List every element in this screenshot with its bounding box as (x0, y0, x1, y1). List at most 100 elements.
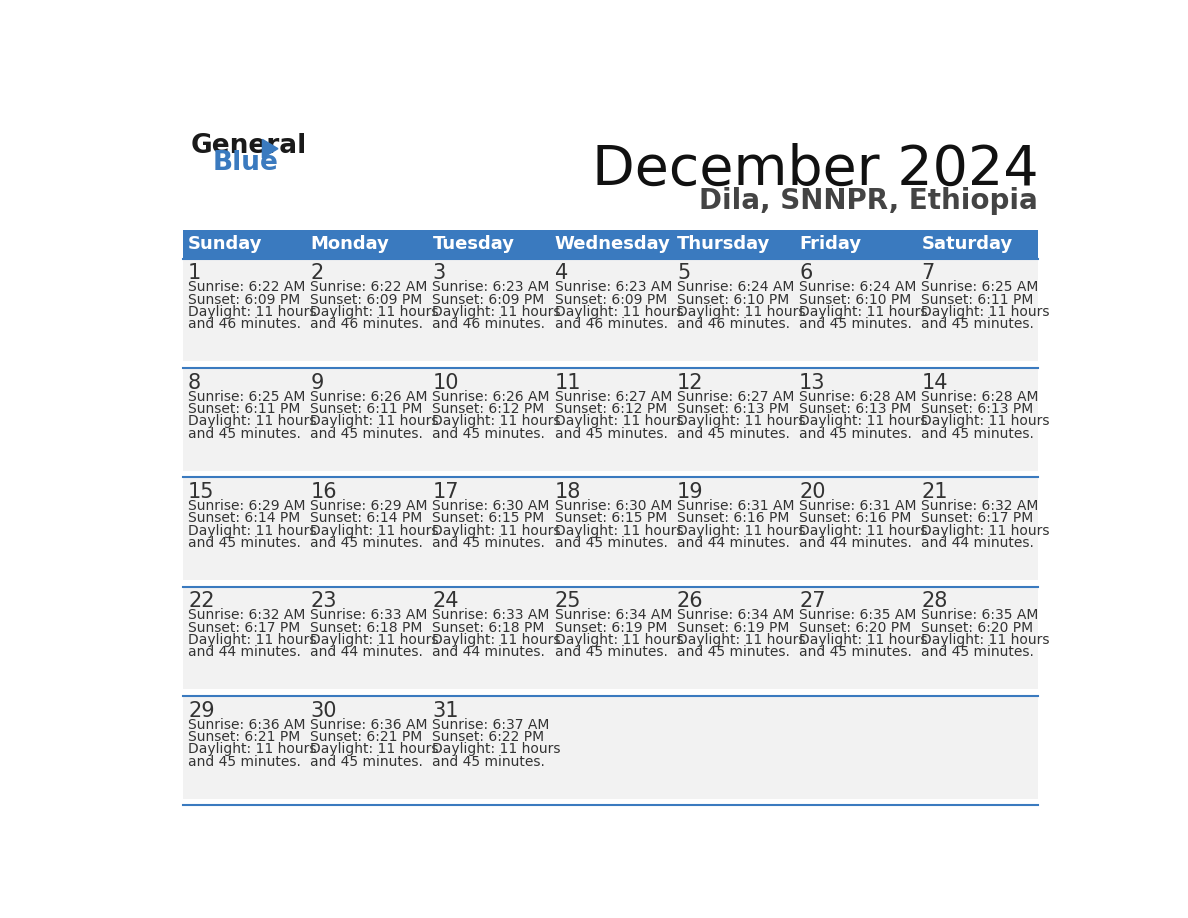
Text: December 2024: December 2024 (592, 143, 1038, 197)
Bar (183, 368, 305, 471)
Text: 26: 26 (677, 591, 703, 611)
Text: General: General (191, 132, 308, 159)
Bar (916, 230, 1038, 259)
Text: Sunset: 6:17 PM: Sunset: 6:17 PM (188, 621, 301, 634)
Text: Daylight: 11 hours: Daylight: 11 hours (922, 633, 1050, 647)
Text: Daylight: 11 hours: Daylight: 11 hours (555, 414, 683, 429)
Bar (794, 230, 916, 259)
Text: Daylight: 11 hours: Daylight: 11 hours (310, 523, 438, 538)
Bar (794, 696, 916, 799)
Text: Daylight: 11 hours: Daylight: 11 hours (188, 523, 316, 538)
Bar (916, 259, 1038, 361)
Text: Daylight: 11 hours: Daylight: 11 hours (922, 414, 1050, 429)
Text: and 44 minutes.: and 44 minutes. (800, 536, 912, 550)
Text: Tuesday: Tuesday (432, 235, 514, 253)
Text: Blue: Blue (213, 151, 279, 176)
Text: and 45 minutes.: and 45 minutes. (432, 755, 545, 768)
Text: Daylight: 11 hours: Daylight: 11 hours (677, 414, 805, 429)
Text: Sunset: 6:18 PM: Sunset: 6:18 PM (432, 621, 545, 634)
Text: Sunset: 6:10 PM: Sunset: 6:10 PM (677, 293, 789, 307)
Text: 13: 13 (800, 373, 826, 393)
Text: 11: 11 (555, 373, 581, 393)
Bar (671, 368, 794, 471)
Text: Sunrise: 6:23 AM: Sunrise: 6:23 AM (432, 280, 550, 295)
Text: Sunrise: 6:34 AM: Sunrise: 6:34 AM (555, 609, 672, 622)
Text: Sunrise: 6:33 AM: Sunrise: 6:33 AM (310, 609, 428, 622)
Bar (183, 259, 305, 361)
Text: Sunset: 6:14 PM: Sunset: 6:14 PM (188, 511, 301, 525)
Text: Daylight: 11 hours: Daylight: 11 hours (922, 523, 1050, 538)
Text: and 46 minutes.: and 46 minutes. (555, 318, 668, 331)
Text: 28: 28 (922, 591, 948, 611)
Text: Sunset: 6:13 PM: Sunset: 6:13 PM (922, 402, 1034, 416)
Text: Daylight: 11 hours: Daylight: 11 hours (555, 305, 683, 319)
Text: 14: 14 (922, 373, 948, 393)
Text: Monday: Monday (310, 235, 390, 253)
Text: Sunrise: 6:32 AM: Sunrise: 6:32 AM (922, 499, 1038, 513)
Text: and 45 minutes.: and 45 minutes. (922, 645, 1035, 659)
Text: Sunset: 6:10 PM: Sunset: 6:10 PM (800, 293, 911, 307)
Text: Daylight: 11 hours: Daylight: 11 hours (188, 414, 316, 429)
Bar (183, 230, 305, 259)
Text: and 45 minutes.: and 45 minutes. (555, 536, 668, 550)
Text: 9: 9 (310, 373, 323, 393)
Text: Sunrise: 6:24 AM: Sunrise: 6:24 AM (800, 280, 917, 295)
Text: Sunset: 6:11 PM: Sunset: 6:11 PM (922, 293, 1034, 307)
Bar (549, 230, 671, 259)
Text: Sunset: 6:17 PM: Sunset: 6:17 PM (922, 511, 1034, 525)
Text: 5: 5 (677, 263, 690, 284)
Text: Sunrise: 6:25 AM: Sunrise: 6:25 AM (188, 389, 305, 404)
Text: Daylight: 11 hours: Daylight: 11 hours (800, 414, 928, 429)
Bar (794, 259, 916, 361)
Text: Sunset: 6:11 PM: Sunset: 6:11 PM (188, 402, 301, 416)
Text: and 45 minutes.: and 45 minutes. (432, 536, 545, 550)
Text: and 46 minutes.: and 46 minutes. (310, 318, 423, 331)
Text: Sunset: 6:15 PM: Sunset: 6:15 PM (432, 511, 545, 525)
Text: Daylight: 11 hours: Daylight: 11 hours (432, 414, 561, 429)
Bar (549, 696, 671, 799)
Text: Sunrise: 6:33 AM: Sunrise: 6:33 AM (432, 609, 550, 622)
Text: Sunset: 6:16 PM: Sunset: 6:16 PM (677, 511, 789, 525)
Text: and 45 minutes.: and 45 minutes. (800, 318, 912, 331)
Text: Sunrise: 6:36 AM: Sunrise: 6:36 AM (310, 718, 428, 732)
Text: Sunrise: 6:35 AM: Sunrise: 6:35 AM (922, 609, 1038, 622)
Text: and 45 minutes.: and 45 minutes. (188, 755, 301, 768)
Text: 20: 20 (800, 482, 826, 502)
Text: Sunrise: 6:22 AM: Sunrise: 6:22 AM (188, 280, 305, 295)
Text: Saturday: Saturday (922, 235, 1012, 253)
Text: 10: 10 (432, 373, 459, 393)
Text: Sunrise: 6:32 AM: Sunrise: 6:32 AM (188, 609, 305, 622)
Text: and 45 minutes.: and 45 minutes. (922, 318, 1035, 331)
Text: 8: 8 (188, 373, 201, 393)
Text: and 45 minutes.: and 45 minutes. (800, 645, 912, 659)
Text: Sunset: 6:13 PM: Sunset: 6:13 PM (800, 402, 911, 416)
Text: 21: 21 (922, 482, 948, 502)
Text: 4: 4 (555, 263, 568, 284)
Text: 25: 25 (555, 591, 581, 611)
Text: Sunset: 6:09 PM: Sunset: 6:09 PM (555, 293, 666, 307)
Bar (671, 696, 794, 799)
Text: Sunrise: 6:26 AM: Sunrise: 6:26 AM (310, 389, 428, 404)
Text: 23: 23 (310, 591, 336, 611)
Text: Sunrise: 6:28 AM: Sunrise: 6:28 AM (800, 389, 917, 404)
Text: Wednesday: Wednesday (555, 235, 670, 253)
Text: and 46 minutes.: and 46 minutes. (432, 318, 545, 331)
Bar (549, 587, 671, 689)
Text: Sunset: 6:09 PM: Sunset: 6:09 PM (188, 293, 301, 307)
Text: and 45 minutes.: and 45 minutes. (800, 427, 912, 441)
Bar (305, 696, 426, 799)
Text: Sunrise: 6:29 AM: Sunrise: 6:29 AM (310, 499, 428, 513)
Text: Sunset: 6:13 PM: Sunset: 6:13 PM (677, 402, 789, 416)
Bar (426, 368, 549, 471)
Text: and 44 minutes.: and 44 minutes. (310, 645, 423, 659)
Text: Sunset: 6:20 PM: Sunset: 6:20 PM (922, 621, 1034, 634)
Text: 27: 27 (800, 591, 826, 611)
Text: 31: 31 (432, 700, 459, 721)
Text: and 45 minutes.: and 45 minutes. (310, 755, 423, 768)
Text: Friday: Friday (800, 235, 861, 253)
Bar (305, 587, 426, 689)
Text: Daylight: 11 hours: Daylight: 11 hours (922, 305, 1050, 319)
Text: 6: 6 (800, 263, 813, 284)
Text: Daylight: 11 hours: Daylight: 11 hours (555, 523, 683, 538)
Text: Sunrise: 6:30 AM: Sunrise: 6:30 AM (432, 499, 550, 513)
